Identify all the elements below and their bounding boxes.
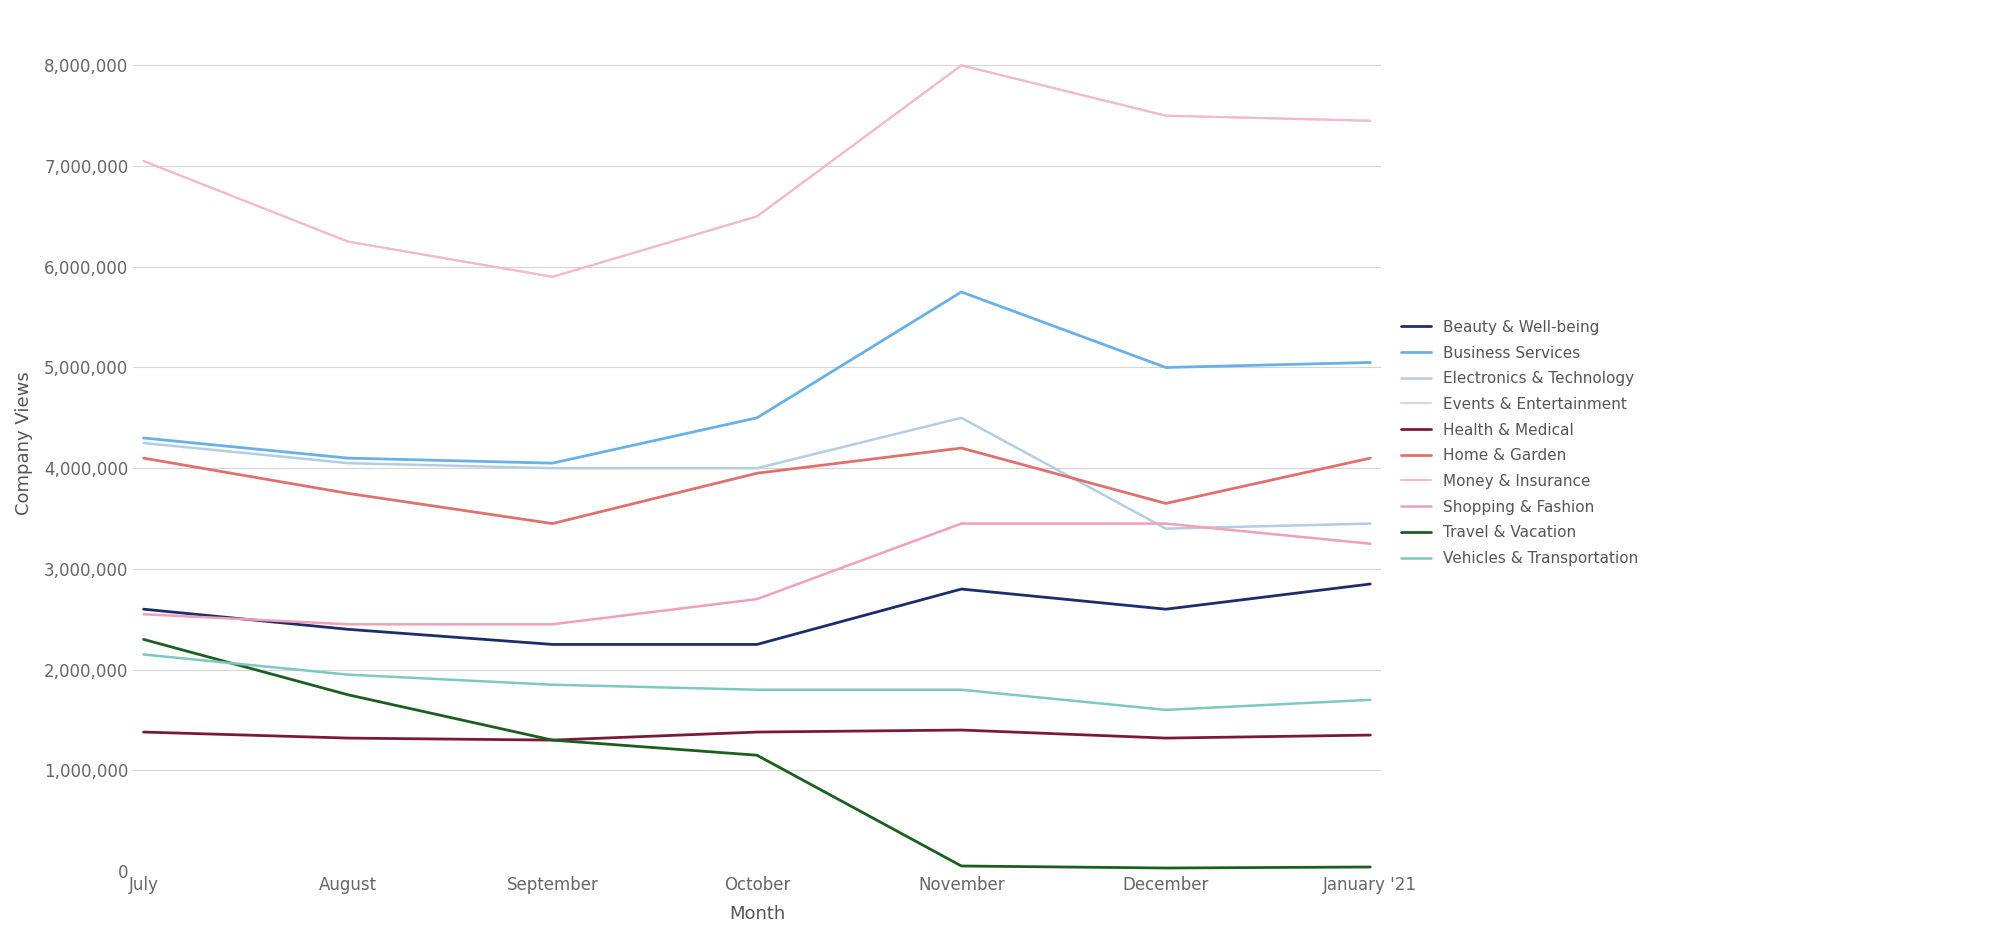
Home & Garden — [950, 443, 974, 454]
Electronics & Technology — [132, 437, 156, 448]
Health & Medical — [950, 724, 974, 735]
Line: Beauty & Well-being: Beauty & Well-being — [144, 584, 1371, 644]
Health & Medical — [541, 734, 565, 746]
Events & Entertainment — [132, 156, 156, 167]
Business Services — [335, 452, 359, 463]
Line: Money & Insurance: Money & Insurance — [144, 66, 1371, 277]
Health & Medical — [335, 733, 359, 744]
Travel & Vacation — [132, 634, 156, 645]
Beauty & Well-being — [541, 639, 565, 650]
Electronics & Technology — [745, 462, 768, 474]
Beauty & Well-being — [745, 639, 768, 650]
Line: Vehicles & Transportation: Vehicles & Transportation — [144, 655, 1371, 710]
Events & Entertainment — [541, 271, 565, 282]
Shopping & Fashion — [745, 594, 768, 605]
Health & Medical — [1359, 730, 1383, 741]
Events & Entertainment — [745, 211, 768, 222]
Money & Insurance — [335, 236, 359, 248]
Line: Home & Garden: Home & Garden — [144, 448, 1371, 523]
Vehicles & Transportation — [1359, 694, 1383, 705]
Shopping & Fashion — [950, 518, 974, 529]
Electronics & Technology — [950, 412, 974, 423]
Electronics & Technology — [541, 462, 565, 474]
Vehicles & Transportation — [132, 649, 156, 660]
Travel & Vacation — [1154, 862, 1178, 873]
Home & Garden — [541, 518, 565, 529]
X-axis label: Month: Month — [729, 905, 784, 923]
Events & Entertainment — [950, 60, 974, 71]
Electronics & Technology — [1359, 518, 1383, 529]
Travel & Vacation — [541, 734, 565, 746]
Money & Insurance — [1154, 110, 1178, 121]
Beauty & Well-being — [1154, 603, 1178, 614]
Electronics & Technology — [1154, 523, 1178, 535]
Home & Garden — [1359, 452, 1383, 463]
Business Services — [541, 458, 565, 469]
Money & Insurance — [132, 156, 156, 167]
Health & Medical — [1154, 733, 1178, 744]
Home & Garden — [132, 452, 156, 463]
Electronics & Technology — [335, 458, 359, 469]
Events & Entertainment — [335, 236, 359, 248]
Home & Garden — [1154, 498, 1178, 509]
Vehicles & Transportation — [1154, 704, 1178, 716]
Line: Business Services: Business Services — [144, 292, 1371, 463]
Line: Health & Medical: Health & Medical — [144, 730, 1371, 740]
Events & Entertainment — [1154, 110, 1178, 121]
Shopping & Fashion — [541, 619, 565, 630]
Business Services — [132, 432, 156, 444]
Line: Travel & Vacation: Travel & Vacation — [144, 640, 1371, 868]
Vehicles & Transportation — [541, 679, 565, 690]
Vehicles & Transportation — [950, 684, 974, 695]
Business Services — [1359, 356, 1383, 368]
Business Services — [745, 412, 768, 423]
Line: Shopping & Fashion: Shopping & Fashion — [144, 523, 1371, 625]
Travel & Vacation — [335, 689, 359, 701]
Money & Insurance — [745, 211, 768, 222]
Money & Insurance — [541, 271, 565, 282]
Travel & Vacation — [950, 860, 974, 871]
Line: Events & Entertainment: Events & Entertainment — [144, 66, 1371, 277]
Beauty & Well-being — [950, 583, 974, 595]
Events & Entertainment — [1359, 115, 1383, 127]
Shopping & Fashion — [1359, 538, 1383, 550]
Business Services — [950, 286, 974, 297]
Health & Medical — [132, 726, 156, 737]
Line: Electronics & Technology: Electronics & Technology — [144, 417, 1371, 529]
Health & Medical — [745, 726, 768, 737]
Home & Garden — [745, 468, 768, 479]
Legend: Beauty & Well-being, Business Services, Electronics & Technology, Events & Enter: Beauty & Well-being, Business Services, … — [1401, 320, 1639, 567]
Money & Insurance — [950, 60, 974, 71]
Business Services — [1154, 362, 1178, 373]
Travel & Vacation — [745, 749, 768, 761]
Vehicles & Transportation — [335, 669, 359, 680]
Home & Garden — [335, 488, 359, 499]
Shopping & Fashion — [1154, 518, 1178, 529]
Shopping & Fashion — [132, 609, 156, 620]
Beauty & Well-being — [1359, 579, 1383, 590]
Travel & Vacation — [1359, 861, 1383, 872]
Shopping & Fashion — [335, 619, 359, 630]
Money & Insurance — [1359, 115, 1383, 127]
Vehicles & Transportation — [745, 684, 768, 695]
Beauty & Well-being — [132, 603, 156, 614]
Y-axis label: Company Views: Company Views — [16, 371, 34, 515]
Beauty & Well-being — [335, 624, 359, 635]
